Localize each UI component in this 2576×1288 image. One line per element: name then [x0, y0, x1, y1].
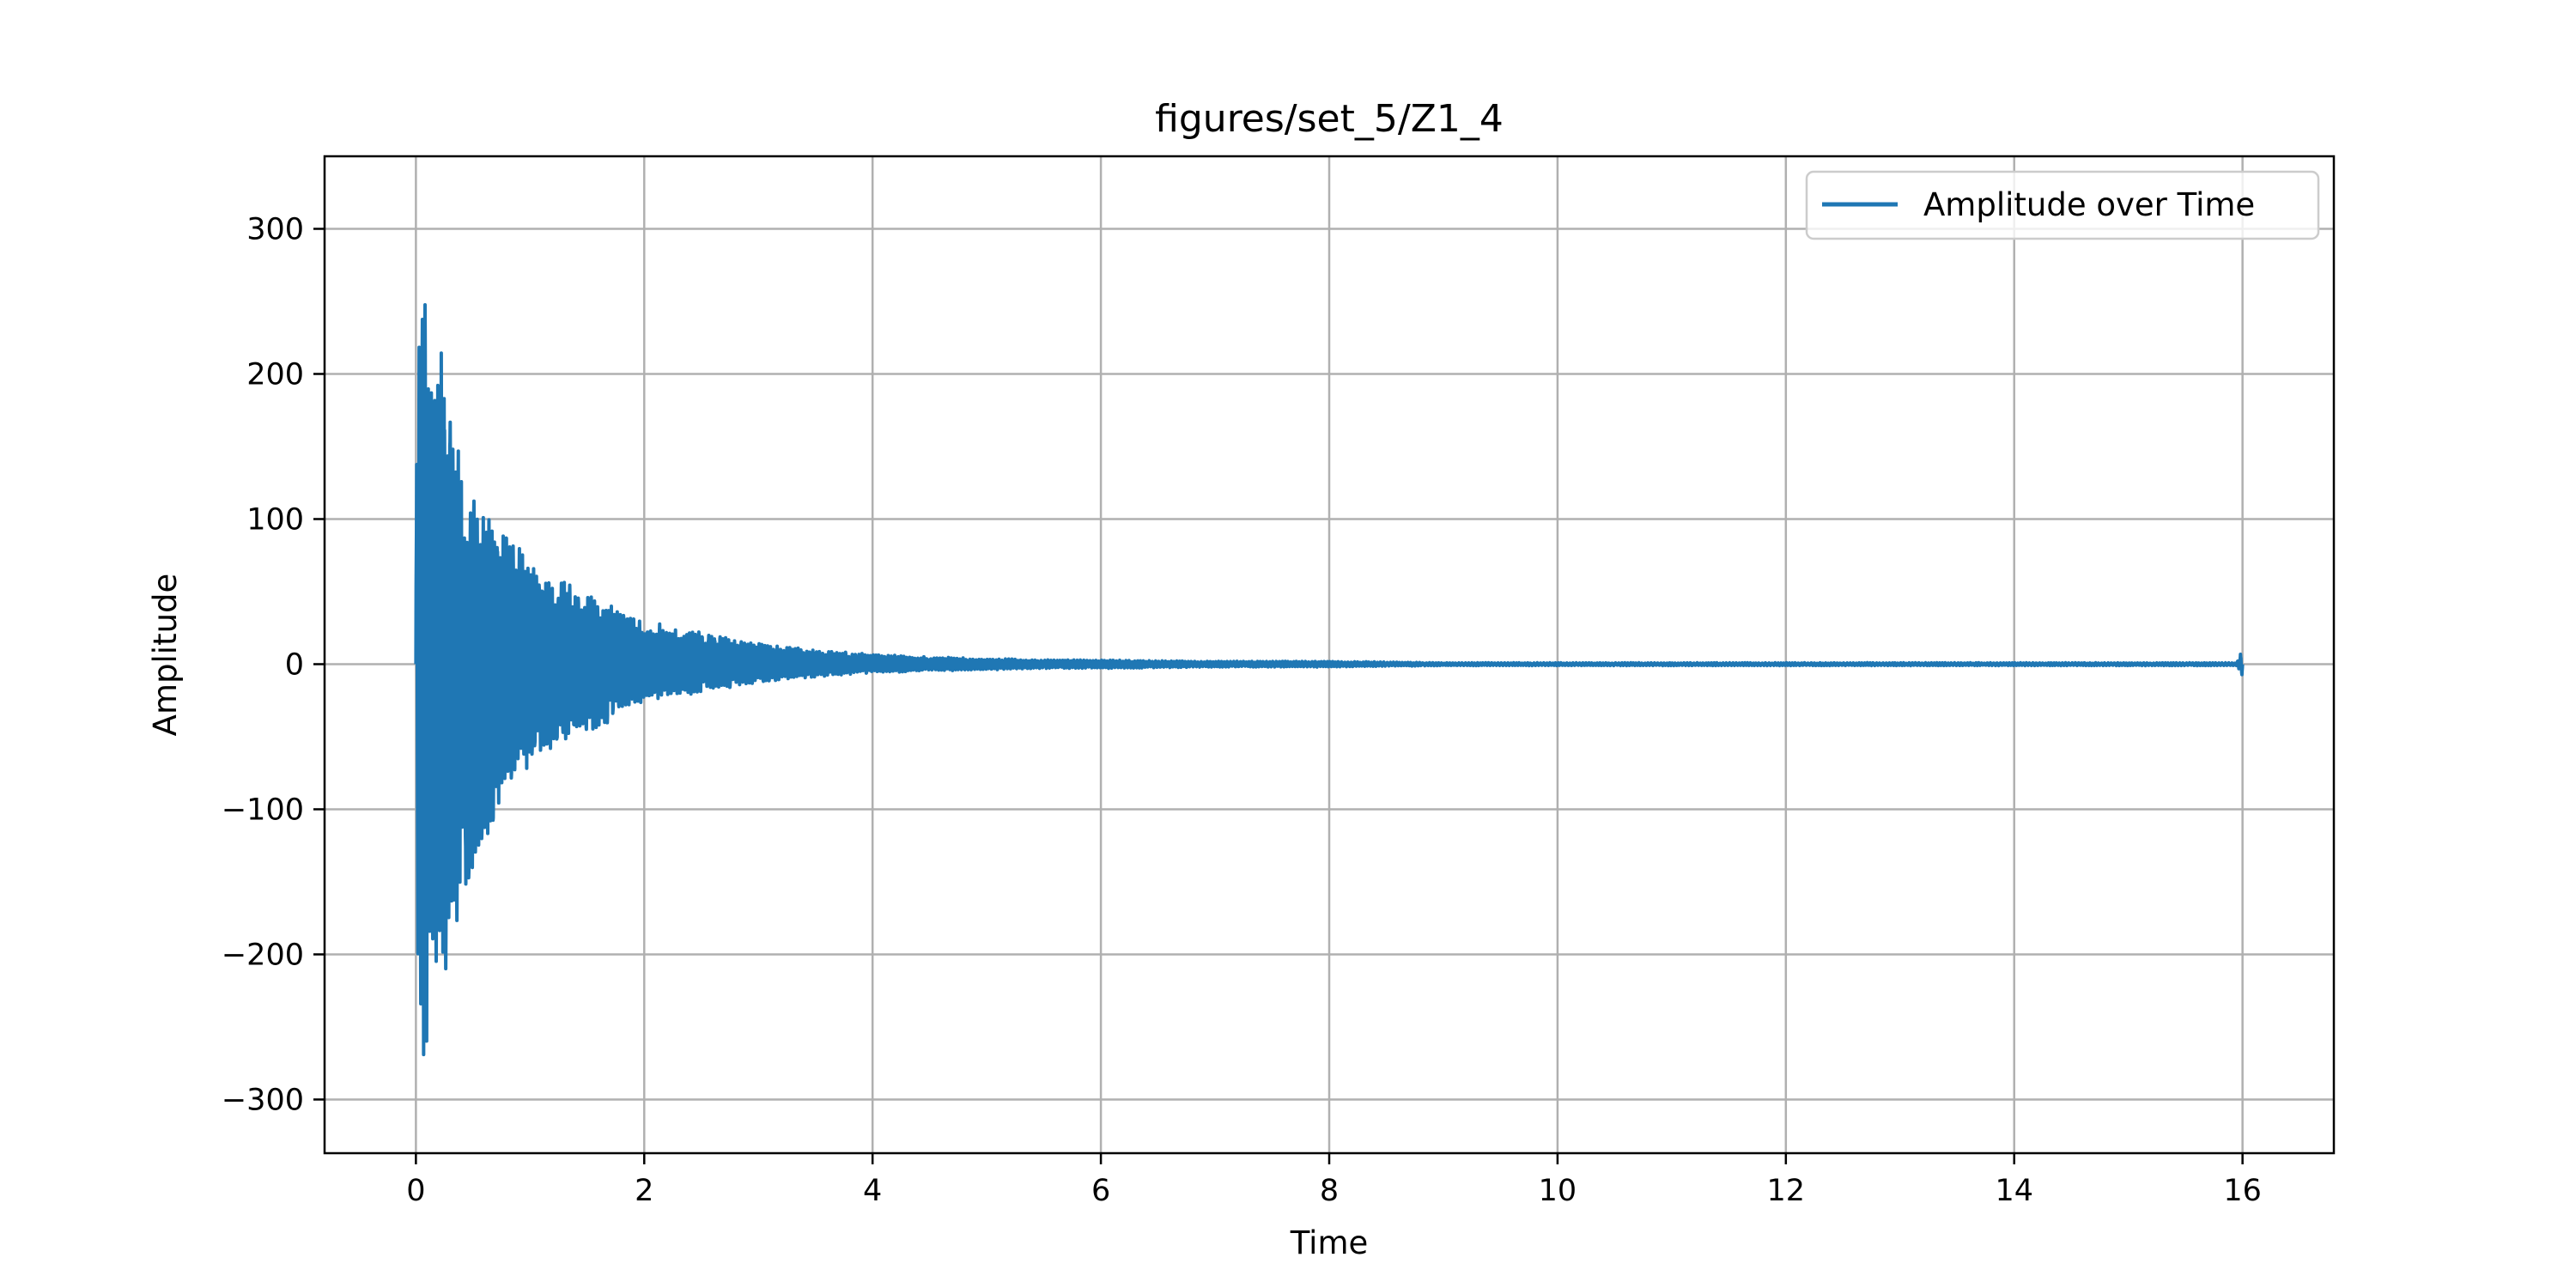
x-tick-label: 8: [1320, 1174, 1339, 1208]
x-tick-label: 16: [2223, 1174, 2262, 1208]
x-tick-label: 14: [1995, 1174, 2033, 1208]
x-tick-label: 2: [635, 1174, 653, 1208]
y-tick-label: −100: [222, 793, 304, 827]
chart-title: figures/set_5/Z1_4: [1155, 97, 1504, 141]
x-tick-label: 6: [1091, 1174, 1110, 1208]
y-tick-label: 0: [285, 647, 304, 682]
series-amplitude-over-time: [414, 302, 2245, 1057]
x-axis-label: Time: [1290, 1224, 1369, 1261]
y-tick-label: −200: [222, 938, 304, 972]
grid: [325, 156, 2334, 1153]
x-tick-label: 12: [1767, 1174, 1806, 1208]
y-tick-label: 300: [246, 212, 304, 246]
x-tick-label: 0: [406, 1174, 425, 1208]
axis-ticks: 0 2 4 6 8 10 12 14 16 −300 −200 −100 0 100 200 300: [222, 212, 2262, 1208]
x-tick-label: 10: [1539, 1174, 1577, 1208]
y-tick-label: 100: [246, 502, 304, 537]
legend-box: [1805, 170, 2320, 240]
series-line-amplitude-over-time: [414, 302, 2245, 1057]
y-axis-label: Amplitude: [147, 574, 184, 737]
legend: Amplitude over Time: [1805, 170, 2320, 240]
y-tick-label: 200: [246, 357, 304, 392]
y-tick-label: −300: [222, 1083, 304, 1117]
x-tick-label: 4: [863, 1174, 882, 1208]
legend-label-amplitude-over-time: Amplitude over Time: [1923, 186, 2255, 223]
